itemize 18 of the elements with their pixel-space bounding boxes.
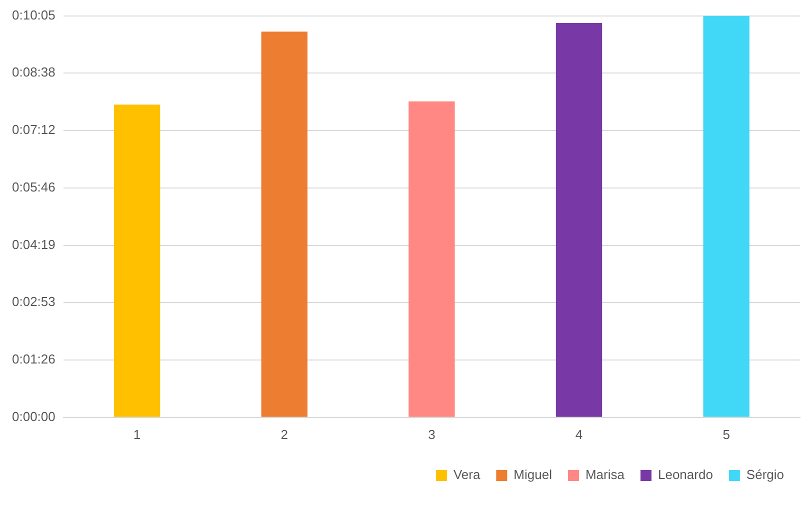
legend-label: Vera bbox=[453, 467, 481, 482]
y-tick-label: 0:01:26 bbox=[12, 352, 56, 367]
y-tick-label: 0:10:05 bbox=[12, 7, 56, 22]
legend-label: Miguel bbox=[514, 467, 552, 482]
y-tick-label: 0:08:38 bbox=[12, 64, 56, 80]
x-tick-label: 3 bbox=[428, 426, 436, 442]
x-tick-label: 5 bbox=[722, 426, 730, 442]
y-tick-label: 0:05:46 bbox=[12, 179, 56, 194]
x-tick-label: 4 bbox=[575, 426, 583, 442]
legend-label: Marisa bbox=[585, 467, 626, 482]
y-tick-label: 0:07:12 bbox=[12, 122, 56, 138]
legend-label: Leonardo bbox=[658, 467, 713, 482]
y-tick-label: 0:00:00 bbox=[12, 408, 56, 424]
x-tick-label: 1 bbox=[133, 426, 141, 442]
y-tick-label: 0:02:53 bbox=[12, 294, 56, 310]
y-tick-label: 0:04:19 bbox=[12, 236, 56, 252]
legend-label: Sérgio bbox=[746, 467, 784, 482]
x-tick-label: 2 bbox=[280, 426, 288, 442]
